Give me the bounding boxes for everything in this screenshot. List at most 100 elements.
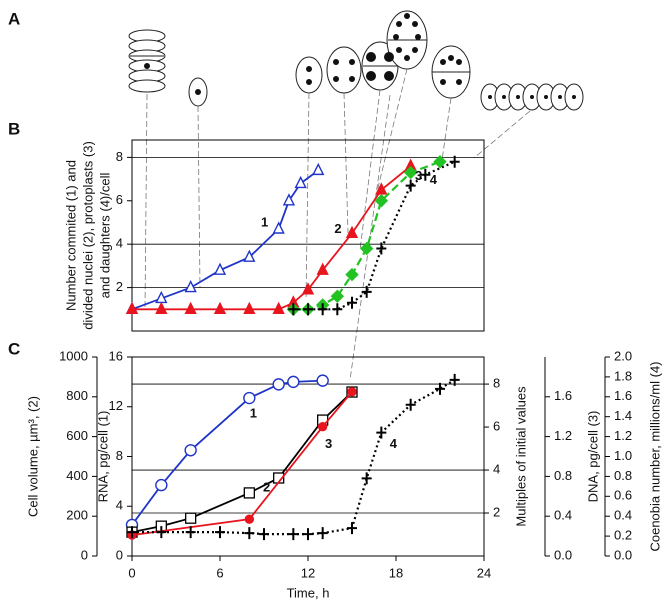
marker: [312, 162, 325, 176]
marker: [317, 527, 328, 540]
y-tick-label: 1.6: [614, 388, 632, 403]
y-tick-label: 2.0: [614, 348, 632, 363]
y-tick-label: 1.8: [614, 368, 632, 383]
marker: [449, 373, 460, 386]
marker: [301, 282, 315, 295]
y-tick-label: 0.0: [554, 547, 572, 562]
y-tick-label: 6: [493, 418, 500, 433]
marker: [376, 426, 387, 439]
marker: [405, 179, 416, 192]
marker: [282, 193, 296, 206]
marker: [185, 512, 197, 524]
series-label: 1: [261, 214, 268, 229]
y-tick-label: 8: [493, 376, 500, 391]
marker: [243, 487, 255, 499]
x-tick-label: 6: [216, 565, 223, 580]
marker: [243, 391, 256, 405]
marker: [155, 301, 168, 314]
marker: [185, 526, 196, 539]
marker: [433, 154, 447, 169]
marker: [330, 289, 345, 303]
y-tick-label: 600: [66, 428, 88, 443]
marker: [347, 296, 357, 309]
marker: [316, 262, 329, 275]
marker: [345, 225, 359, 239]
marker: [184, 444, 197, 457]
marker: [125, 301, 139, 314]
marker: [435, 382, 445, 395]
marker: [127, 526, 137, 539]
y-tick-label: 0.6: [614, 488, 632, 503]
y-tick-label: 400: [66, 468, 88, 483]
y-tick-label: 0.4: [554, 508, 572, 523]
marker: [420, 168, 431, 181]
marker: [317, 303, 328, 316]
marker: [361, 285, 372, 298]
y-axis-title: Cell volume, µm³, (2): [25, 396, 40, 517]
y-axis-title: Multiples of initial values: [513, 386, 528, 527]
y-tick-label: 0.4: [614, 508, 632, 523]
marker: [359, 241, 374, 256]
y-tick-label: 8: [116, 149, 123, 164]
marker: [316, 374, 329, 387]
series-line: [131, 391, 353, 534]
marker: [347, 387, 357, 397]
marker: [155, 478, 168, 492]
marker: [272, 221, 285, 234]
y-tick-label: 8: [116, 448, 123, 463]
panel-label: B: [8, 119, 20, 138]
series-label: 4: [390, 436, 398, 451]
marker: [288, 528, 299, 541]
panel-label: C: [8, 339, 20, 358]
marker: [345, 267, 359, 282]
marker: [184, 301, 197, 314]
y-tick-label: 0.2: [614, 528, 632, 543]
y-tick-label: 0: [81, 547, 88, 562]
y-tick-label: 800: [66, 388, 88, 403]
y-axis-title: divided nuclei (2), protoplasts (3): [80, 141, 95, 330]
marker: [156, 526, 167, 539]
series-label: 1: [250, 405, 257, 420]
marker: [405, 398, 416, 411]
y-tick-label: 4: [116, 236, 123, 251]
y-tick-label: 1.2: [554, 428, 572, 443]
series-label: 2: [263, 479, 270, 494]
marker: [375, 182, 388, 195]
marker: [213, 301, 227, 314]
marker: [244, 514, 255, 524]
series-line: [131, 391, 353, 536]
y-tick-label: 12: [109, 398, 123, 413]
y-tick-label: 1.4: [614, 408, 632, 423]
marker: [361, 472, 372, 485]
marker: [244, 527, 255, 540]
marker: [303, 303, 313, 316]
marker: [374, 194, 389, 208]
y-tick-label: 0: [116, 547, 123, 562]
series-line: [131, 169, 319, 311]
y-tick-label: 16: [109, 348, 123, 363]
y-tick-label: 1.0: [614, 448, 632, 463]
series-line: [132, 378, 456, 536]
x-tick-label: 0: [128, 565, 135, 580]
y-tick-label: 0.8: [554, 468, 572, 483]
y-tick-label: 0.8: [614, 468, 632, 483]
marker: [317, 421, 328, 432]
y-tick-label: 6: [116, 192, 123, 207]
y-tick-label: 4: [116, 498, 123, 513]
marker: [347, 522, 357, 535]
y-tick-label: 2: [493, 504, 500, 519]
y-tick-label: 1.6: [554, 388, 572, 403]
marker: [287, 375, 300, 389]
marker: [403, 165, 418, 180]
y-tick-label: 200: [66, 508, 88, 523]
x-tick-label: 12: [301, 565, 315, 580]
series-label: 4: [430, 172, 438, 187]
y-tick-label: 1.2: [614, 428, 632, 443]
series-label: 3: [325, 436, 332, 451]
y-axis-title: and daughters (4)/cell: [97, 173, 112, 299]
marker: [288, 303, 299, 316]
marker: [376, 242, 387, 255]
x-axis-title: Time, h: [287, 585, 330, 600]
y-axis-title: Number commited (1) and: [63, 160, 78, 311]
